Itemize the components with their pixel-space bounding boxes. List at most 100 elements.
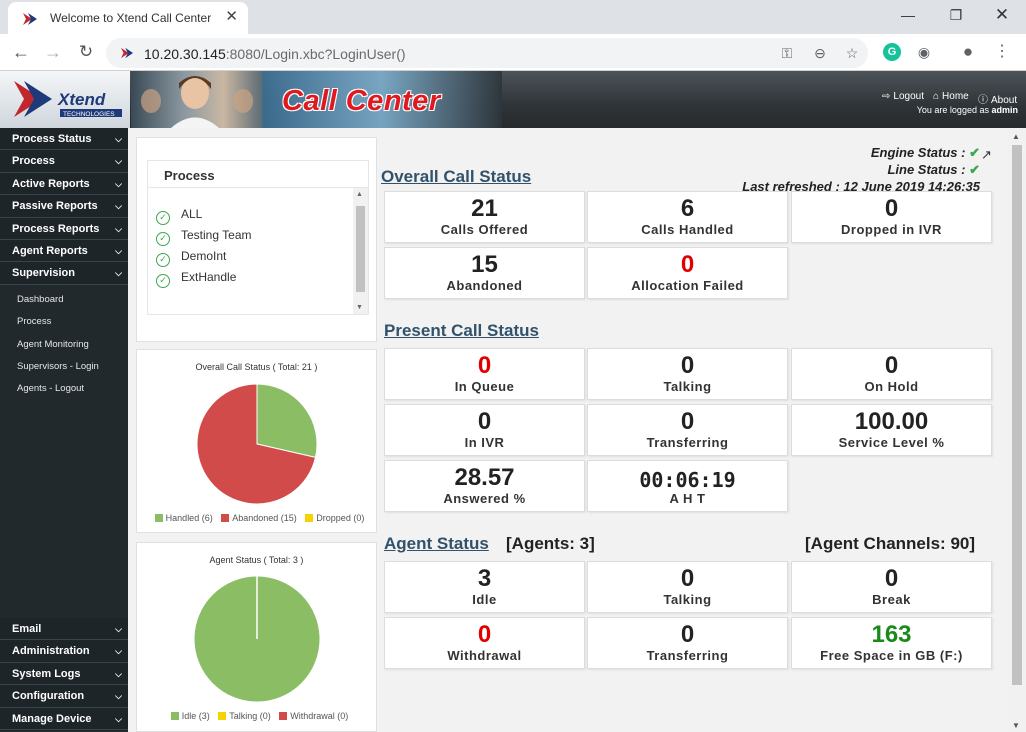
legend-label-abandoned[interactable]: Abandoned (15) xyxy=(232,513,297,523)
tile-value: 0 xyxy=(477,408,492,435)
pie-slice-handled[interactable] xyxy=(256,383,318,458)
tile-label: Idle xyxy=(472,592,497,607)
sidebar-item-agent-reports[interactable]: Agent Reports ⌵ xyxy=(0,239,128,263)
sidebar-item-system-logs[interactable]: System Logs ⌵ xyxy=(0,662,128,686)
process-item-exthandle[interactable]: ✓ ExtHandle xyxy=(156,270,236,290)
tab-close-icon[interactable]: ✕ xyxy=(225,8,238,25)
legend-swatch-abandoned xyxy=(221,514,230,522)
legend-label-idle[interactable]: Idle (3) xyxy=(181,711,210,721)
pie-slice-abandoned[interactable] xyxy=(196,383,317,505)
logout-label: Logout xyxy=(893,91,924,102)
scroll-up-arrow-icon[interactable]: ▲ xyxy=(1012,132,1020,141)
tile-value: 163 xyxy=(871,621,912,648)
process-item-testing-team[interactable]: ✓ Testing Team xyxy=(156,228,251,248)
sidebar-item-administration[interactable]: Administration ⌵ xyxy=(0,640,128,663)
process-item-all[interactable]: ✓ ALL xyxy=(156,207,202,227)
sidebar-item-label: Process Reports xyxy=(12,222,100,235)
tile-value: 00:06:19 xyxy=(639,468,736,492)
sidebar-item-active-reports[interactable]: Active Reports ⌵ xyxy=(0,172,128,196)
call-status-pie-chart xyxy=(196,383,318,505)
sidebar-subitem-agent-monitoring[interactable]: Agent Monitoring xyxy=(17,338,89,350)
scroll-up-arrow-icon[interactable]: ▲ xyxy=(356,191,363,198)
call-chart-legend: Handled (6) Abandoned (15) Dropped (0) xyxy=(137,513,376,523)
process-list-scroll-thumb[interactable] xyxy=(356,206,365,292)
check-circle-icon: ✓ xyxy=(156,232,170,246)
tile-label: Break xyxy=(872,592,911,607)
address-bar[interactable]: 10.20.30.145:8080/Login.xbc?LoginUser() … xyxy=(106,38,868,68)
agent-status-title[interactable]: Agent Status xyxy=(384,534,489,553)
site-info-icon[interactable] xyxy=(120,47,134,59)
url-text: 10.20.30.145:8080/Login.xbc?LoginUser() xyxy=(144,46,406,62)
sidebar-item-supervision[interactable]: Supervision ⌵ xyxy=(0,262,128,285)
sidebar-item-manage-device[interactable]: Manage Device ⌵ xyxy=(0,707,128,730)
external-link-icon[interactable]: ↗ xyxy=(981,147,992,162)
scroll-down-arrow-icon[interactable]: ▼ xyxy=(1012,721,1020,730)
browser-tab[interactable]: Welcome to Xtend Call Center ✕ xyxy=(8,2,248,34)
home-link[interactable]: ⌂ Home xyxy=(933,91,969,102)
sidebar-subitem-process[interactable]: Process xyxy=(17,316,52,328)
tile-label: Allocation Failed xyxy=(631,278,744,293)
window-minimize-button[interactable]: — xyxy=(901,7,915,23)
camera-extension-icon[interactable]: ◉ xyxy=(917,44,931,60)
tile-label: Service Level % xyxy=(838,435,945,450)
process-panel-title: Process xyxy=(147,160,369,187)
agent-status-pie-chart xyxy=(193,575,321,703)
page-scroll-thumb[interactable] xyxy=(1012,145,1022,685)
legend-label-talking[interactable]: Talking (0) xyxy=(229,711,271,721)
tile-value: 15 xyxy=(471,251,498,278)
sidebar-item-process-reports[interactable]: Process Reports ⌵ xyxy=(0,217,128,240)
tile-in-queue: 0 In Queue xyxy=(384,348,585,400)
legend-label-withdrawal[interactable]: Withdrawal (0) xyxy=(290,711,349,721)
sidebar-item-process-status[interactable]: Process Status ⌵ xyxy=(0,128,128,151)
sidebar-subitem-dashboard[interactable]: Dashboard xyxy=(17,293,64,305)
tile-abandoned: 15 Abandoned xyxy=(384,247,585,299)
profile-avatar-icon[interactable]: ● xyxy=(962,42,974,61)
agent-chart-title: Agent Status ( Total: 3 ) xyxy=(209,555,304,565)
tile-label: Calls Handled xyxy=(641,222,734,237)
logout-link[interactable]: ⇨ Logout xyxy=(882,91,924,102)
tile-label: On Hold xyxy=(864,379,919,394)
process-list-scrollbar[interactable]: ▲ ▼ xyxy=(353,188,368,314)
chevron-down-icon: ⌵ xyxy=(115,134,122,144)
menu-dots-icon[interactable]: ⋮ xyxy=(994,43,1010,60)
sidebar-item-passive-reports[interactable]: Passive Reports ⌵ xyxy=(0,195,128,218)
legend-label-dropped[interactable]: Dropped (0) xyxy=(316,513,365,523)
xtend-logo-mark-icon: Xtend TECHNOLOGIES xyxy=(14,81,122,118)
tile-value: 28.57 xyxy=(454,464,515,491)
zoom-icon[interactable]: ⊖ xyxy=(814,45,826,61)
forward-arrow-icon[interactable]: → xyxy=(44,42,62,62)
tile-label: In Queue xyxy=(454,379,515,394)
tile-agent-talking: 0 Talking xyxy=(587,561,788,613)
sidebar-item-label: Email xyxy=(12,623,42,635)
check-circle-icon: ✓ xyxy=(156,211,170,225)
sidebar-item-process[interactable]: Process ⌵ xyxy=(0,150,128,173)
scroll-down-arrow-icon[interactable]: ▼ xyxy=(356,304,363,311)
sidebar-subitem-agents-logout[interactable]: Agents - Logout xyxy=(17,383,85,395)
present-call-status-title[interactable]: Present Call Status xyxy=(384,321,539,340)
sidebar-subitem-supervisors-login[interactable]: Supervisors - Login xyxy=(17,360,99,372)
agent-photo-banner xyxy=(131,71,263,128)
tile-dropped-in-ivr: 0 Dropped in IVR xyxy=(791,191,992,243)
sidebar-item-label: Configuration xyxy=(12,690,85,703)
about-link[interactable]: ⓘ About xyxy=(978,91,1017,106)
grammarly-extension-icon[interactable]: G xyxy=(883,43,901,61)
logged-in-user: You are logged as admin xyxy=(917,105,1018,115)
logout-icon: ⇨ xyxy=(882,91,891,102)
xtend-logo[interactable]: Xtend TECHNOLOGIES xyxy=(0,71,130,128)
key-icon[interactable]: ⚿ xyxy=(781,45,793,61)
process-item-label: Testing Team xyxy=(181,228,252,242)
window-maximize-button[interactable]: ❐ xyxy=(949,7,963,23)
tile-value: 3 xyxy=(477,565,492,592)
page-scrollbar[interactable]: ▲ ▼ xyxy=(1008,128,1026,732)
window-close-button[interactable]: ✕ xyxy=(994,5,1010,24)
chevron-down-icon: ⌵ xyxy=(115,691,122,702)
process-item-demoint[interactable]: ✓ DemoInt xyxy=(156,249,226,269)
bookmark-star-icon[interactable]: ☆ xyxy=(845,45,859,61)
legend-label-handled[interactable]: Handled (6) xyxy=(165,513,213,523)
overall-call-status-title[interactable]: Overall Call Status xyxy=(381,167,532,186)
sidebar-item-configuration[interactable]: Configuration ⌵ xyxy=(0,685,128,708)
back-arrow-icon[interactable]: ← xyxy=(12,42,30,62)
tile-transferring: 0 Transferring xyxy=(587,404,788,456)
reload-icon[interactable]: ↻ xyxy=(78,42,94,61)
sidebar-item-email[interactable]: Email ⌵ xyxy=(0,618,128,641)
